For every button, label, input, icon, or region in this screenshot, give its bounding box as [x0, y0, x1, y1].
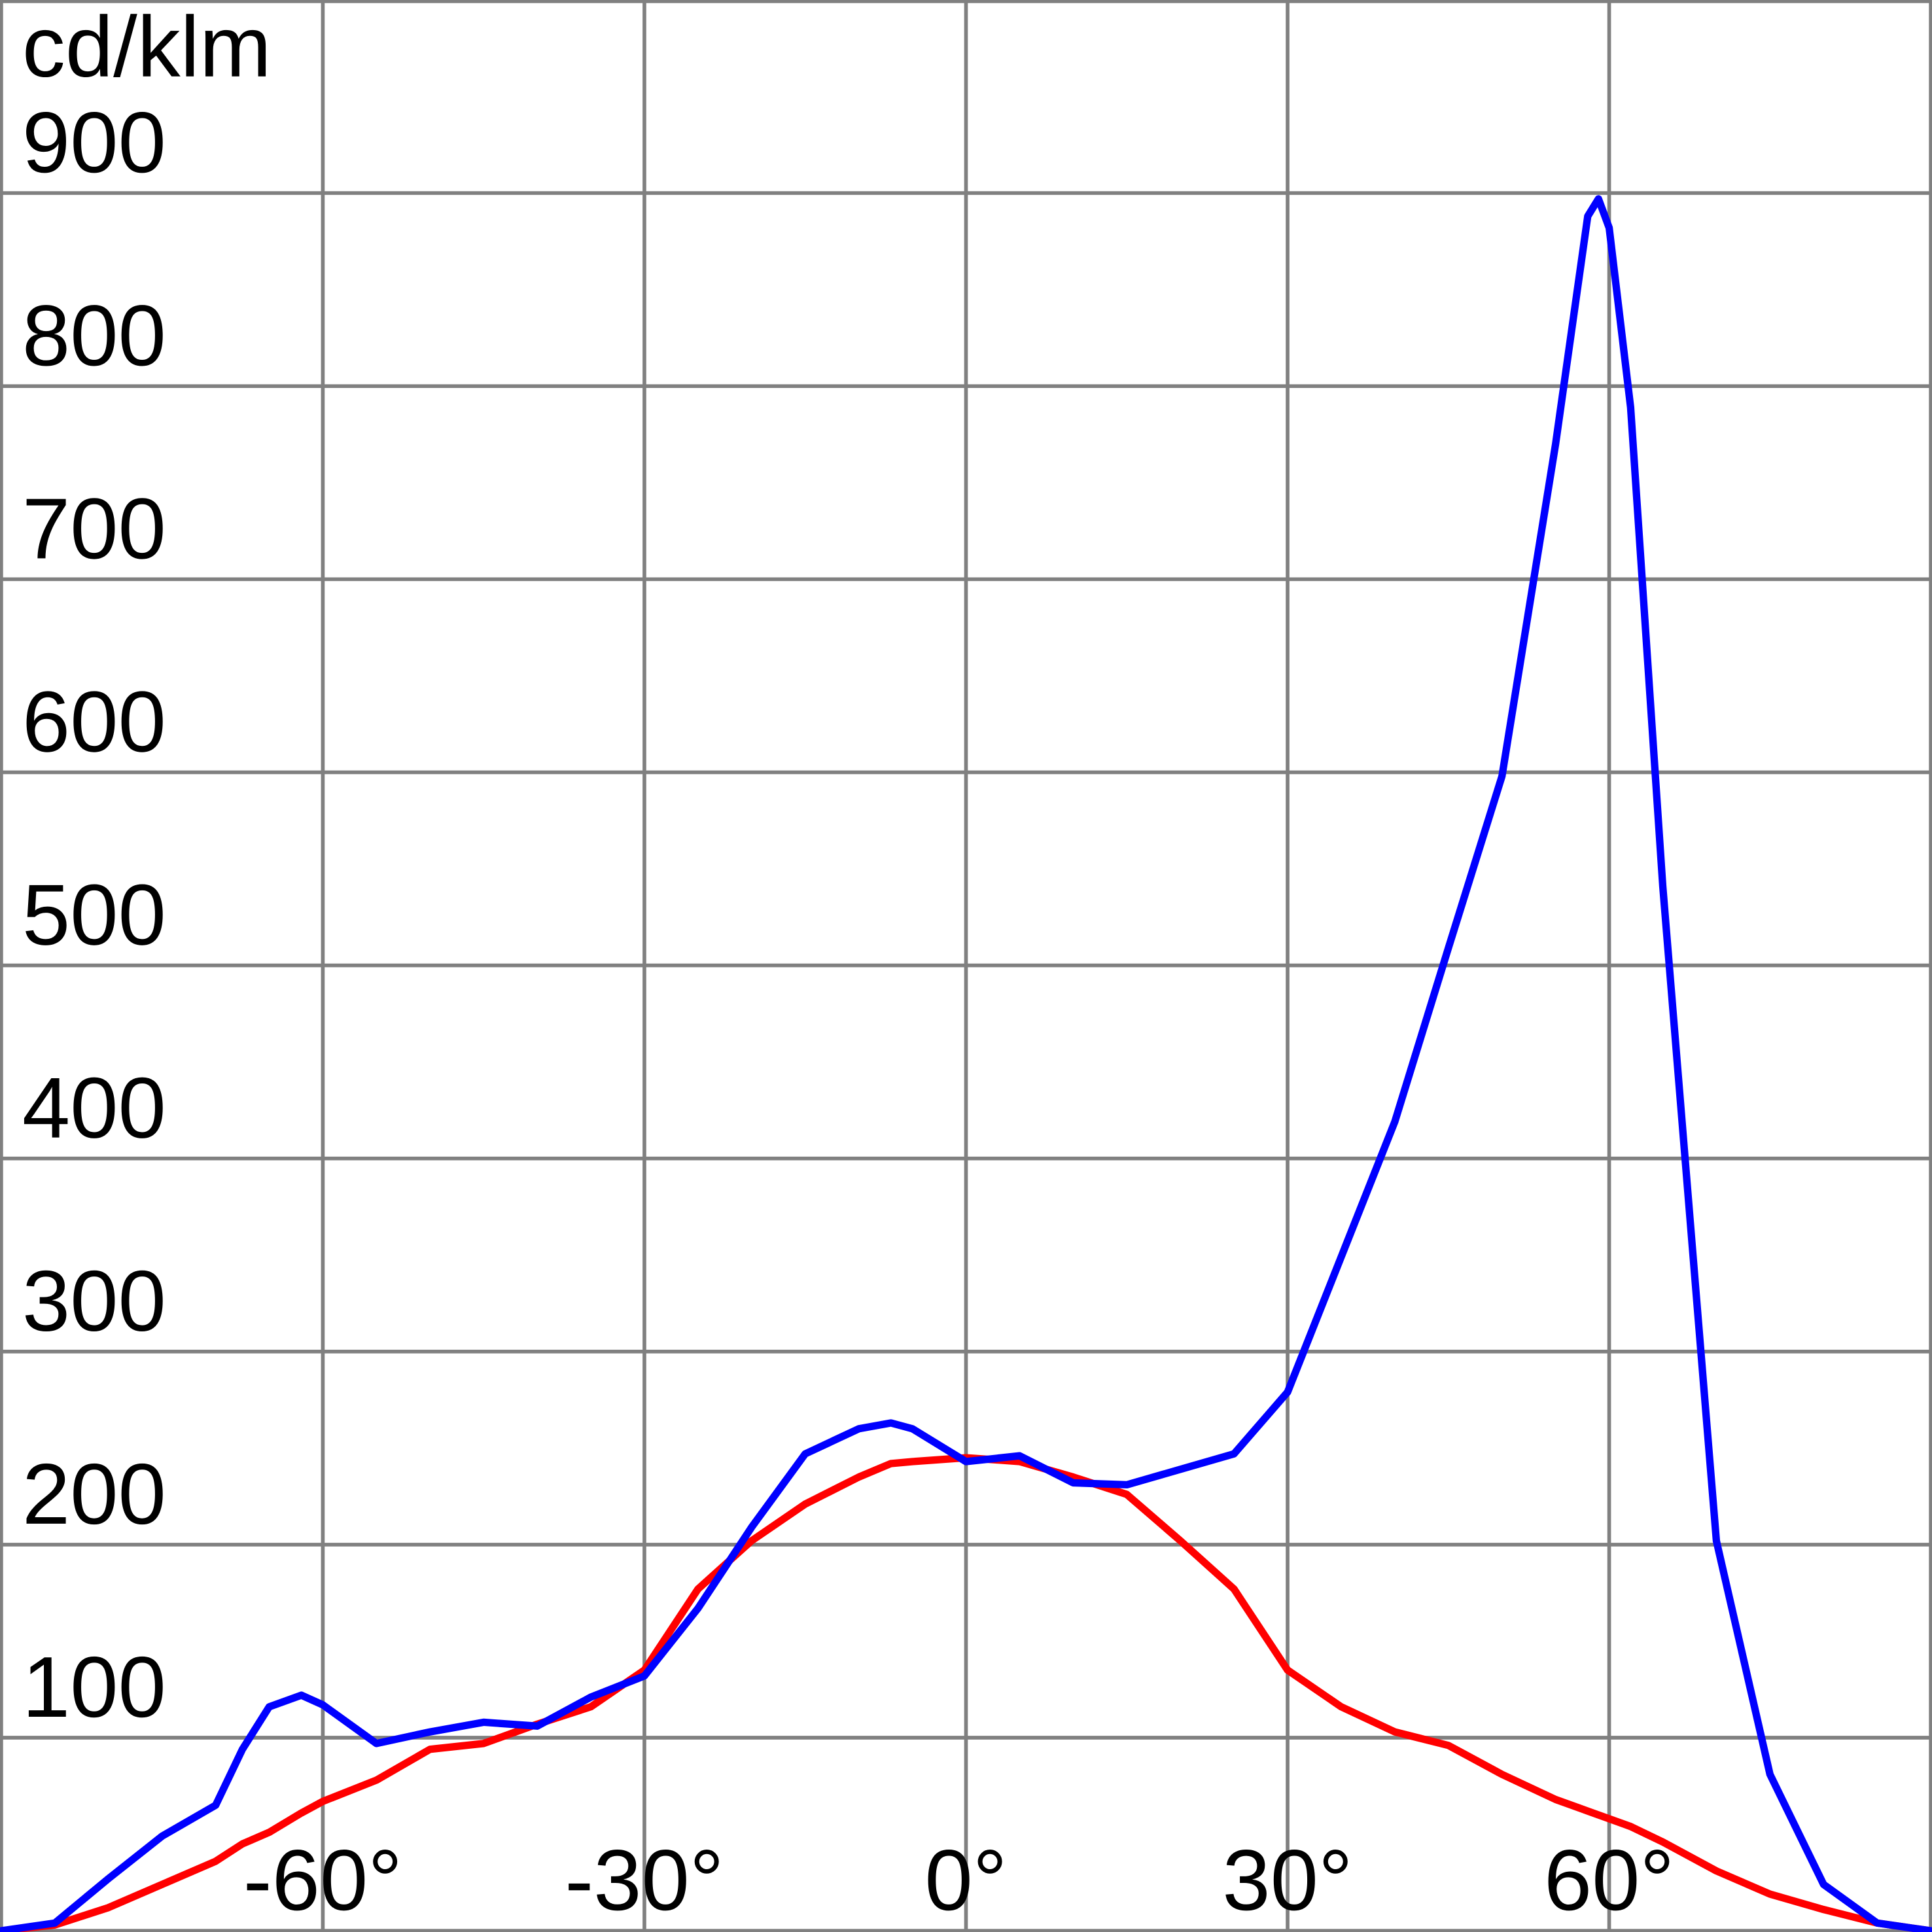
- x-tick-label: 60°: [1544, 1832, 1674, 1928]
- y-tick-label: 100: [22, 1639, 166, 1735]
- y-tick-label: 900: [22, 94, 166, 190]
- y-tick-label: 600: [22, 673, 166, 769]
- x-tick-label: -60°: [243, 1832, 402, 1928]
- y-tick-label: 200: [22, 1446, 166, 1542]
- y-tick-label: 400: [22, 1060, 166, 1156]
- data-line: [0, 195, 1932, 1932]
- x-tick-label: 30°: [1222, 1832, 1352, 1928]
- x-tick-label: -30°: [565, 1832, 724, 1928]
- y-tick-label: 500: [22, 867, 166, 963]
- x-tick-label: 0°: [924, 1832, 1007, 1928]
- y-tick-label: 300: [22, 1253, 166, 1349]
- y-tick-label: 800: [22, 287, 166, 383]
- y-axis-label: cd/klm: [22, 0, 272, 95]
- y-tick-label: 700: [22, 480, 166, 576]
